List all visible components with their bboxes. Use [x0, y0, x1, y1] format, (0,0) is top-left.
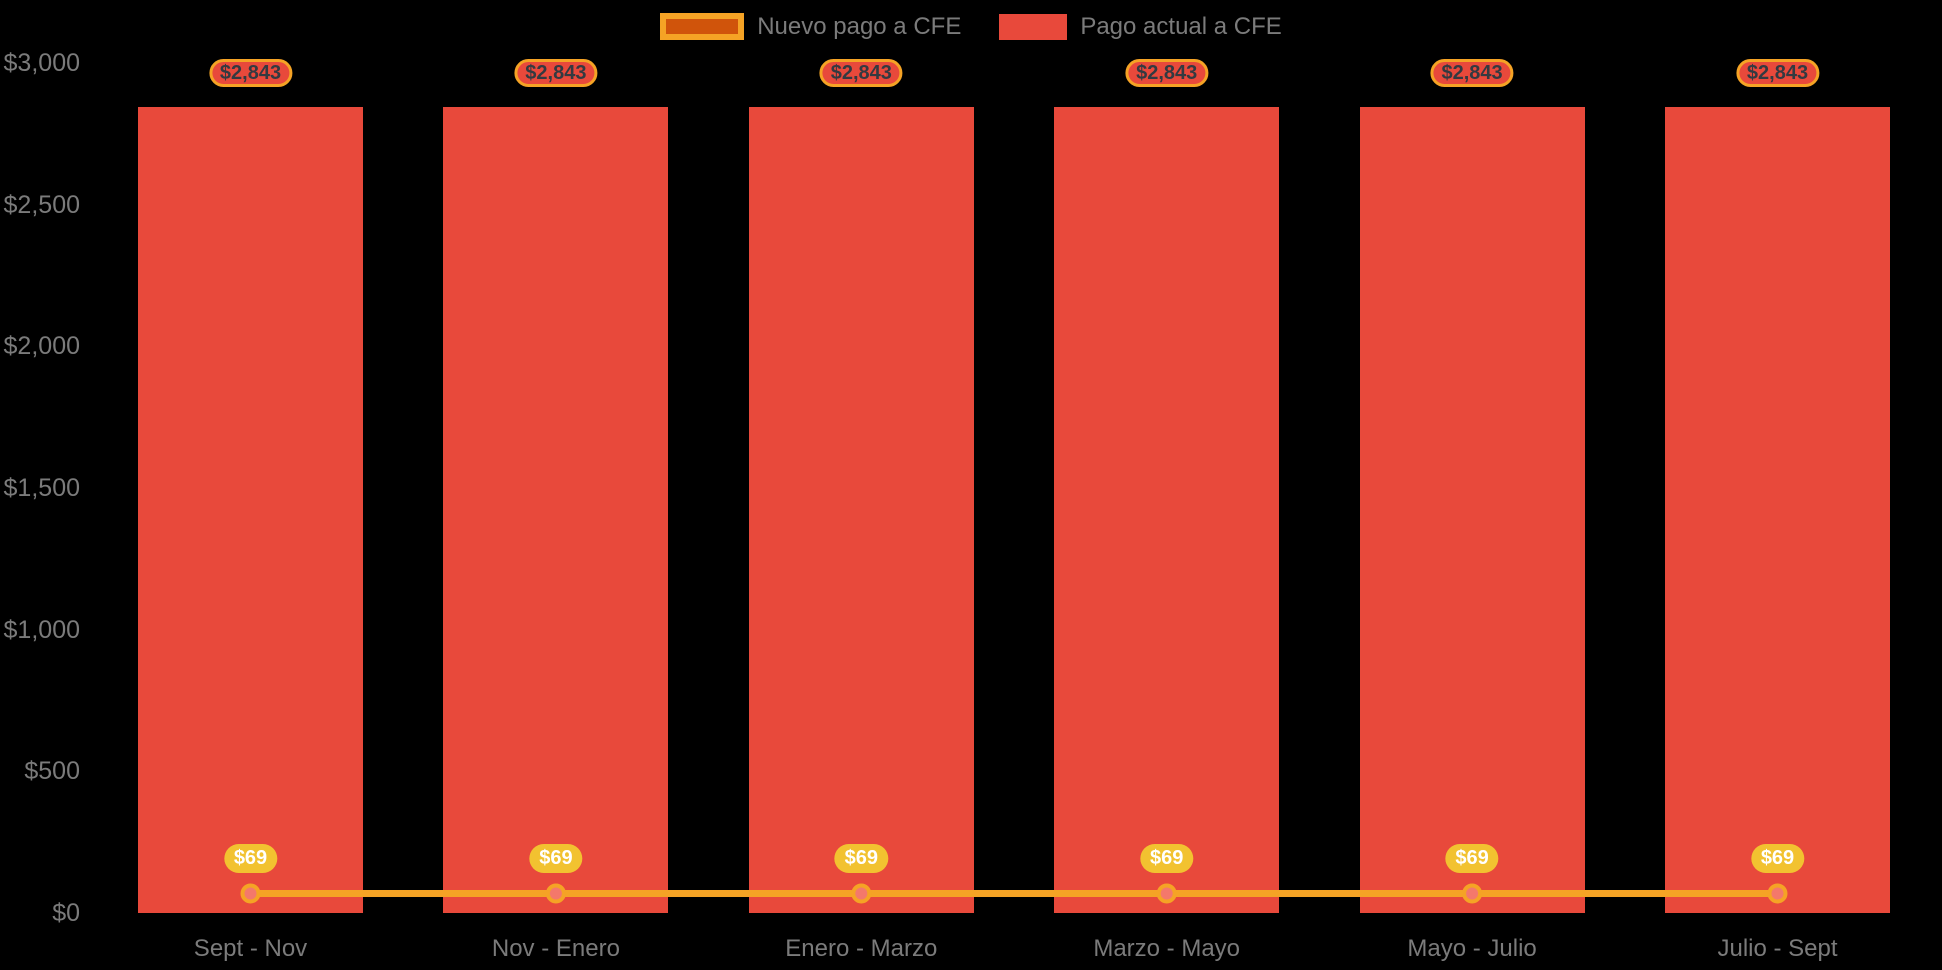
line-point — [240, 883, 261, 904]
legend: Nuevo pago a CFE Pago actual a CFE — [0, 13, 1942, 40]
x-axis-label: Sept - Nov — [193, 935, 308, 962]
x-axis-label: Julio - Sept — [1717, 935, 1838, 962]
line-value-badge: $69 — [223, 844, 278, 874]
bar-value-badge: $2,843 — [1430, 59, 1514, 88]
bar-value-badge: $2,843 — [819, 59, 903, 88]
legend-swatch-nuevo-pago — [660, 13, 745, 40]
legend-item-pago-actual: Pago actual a CFE — [999, 12, 1282, 40]
y-axis-tick-label: $500 — [24, 757, 80, 786]
line-value-badge: $69 — [1445, 844, 1499, 874]
y-axis-tick-label: $3,000 — [3, 49, 80, 77]
bar-pago-actual — [1054, 107, 1280, 913]
line-value-badge: $69 — [1140, 844, 1194, 874]
x-axis-label: Nov - Enero — [491, 935, 620, 962]
legend-label-nuevo-pago: Nuevo pago a CFE — [757, 12, 962, 40]
line-point — [851, 883, 872, 904]
legend-swatch-pago-actual — [999, 13, 1068, 40]
bar-pago-actual — [443, 107, 669, 913]
bar-value-badge: $2,843 — [514, 59, 598, 88]
legend-label-pago-actual: Pago actual a CFE — [1080, 12, 1282, 40]
line-point — [1767, 883, 1788, 904]
bar-value-badge: $2,843 — [1125, 59, 1209, 88]
bar-value-badge: $2,843 — [1735, 59, 1820, 88]
line-point — [1462, 883, 1483, 904]
line-point — [545, 883, 566, 904]
line-value-badge: $69 — [834, 844, 888, 874]
legend-item-nuevo-pago: Nuevo pago a CFE — [660, 13, 961, 40]
line-point — [1156, 883, 1177, 904]
line-value-badge: $69 — [1750, 844, 1805, 874]
bar-pago-actual — [1359, 107, 1585, 913]
bar-pago-actual — [138, 107, 363, 913]
bar-pago-actual — [748, 107, 974, 913]
x-axis-label: Marzo - Mayo — [1093, 935, 1241, 962]
x-axis-label: Enero - Marzo — [785, 935, 938, 962]
x-axis-label: Mayo - Julio — [1407, 935, 1537, 962]
y-axis-tick-label: $0 — [52, 899, 80, 927]
y-axis-tick-label: $1,000 — [3, 615, 80, 644]
line-value-badge: $69 — [529, 844, 583, 874]
y-axis-tick-label: $2,500 — [3, 190, 80, 219]
bar-pago-actual — [1665, 107, 1890, 913]
y-axis-tick-label: $2,000 — [3, 332, 80, 361]
y-axis-tick-label: $1,500 — [3, 474, 80, 502]
bar-value-badge: $2,843 — [208, 59, 293, 88]
